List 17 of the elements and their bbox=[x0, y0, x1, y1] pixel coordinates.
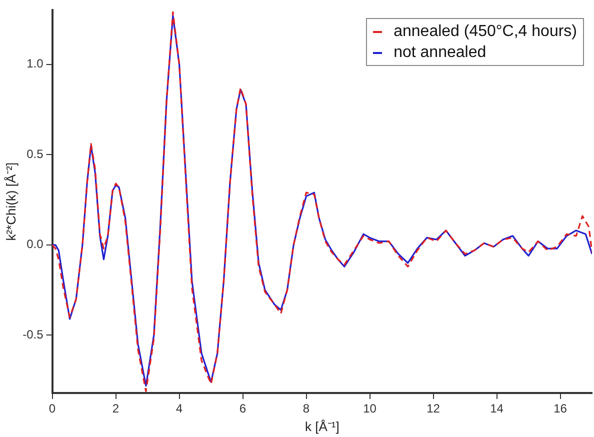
x-tick-label: 12 bbox=[426, 402, 440, 416]
x-axis-title: k [Å⁻¹] bbox=[304, 418, 340, 434]
y-axis-title: k²*Chi(k) [Å⁻²] bbox=[3, 162, 18, 241]
y-tick-label: 0.5 bbox=[26, 146, 44, 161]
x-tick-label: 0 bbox=[48, 402, 56, 416]
y-tick-label: 1.0 bbox=[26, 56, 44, 71]
y-tick-label: 0.0 bbox=[26, 237, 44, 252]
x-tick-label: 6 bbox=[239, 402, 246, 416]
y-tick-label: -0.5 bbox=[22, 328, 44, 342]
x-tick-label: 14 bbox=[490, 402, 504, 416]
x-tick-label: 8 bbox=[302, 402, 310, 416]
x-tick-label: 10 bbox=[363, 402, 377, 416]
x-tick-label: 4 bbox=[176, 402, 183, 416]
legend-label: not annealed bbox=[394, 43, 486, 63]
legend-label: annealed (450°C,4 hours) bbox=[394, 22, 577, 42]
x-tick-label: 16 bbox=[554, 402, 568, 416]
x-tick-label: 2 bbox=[112, 402, 120, 416]
